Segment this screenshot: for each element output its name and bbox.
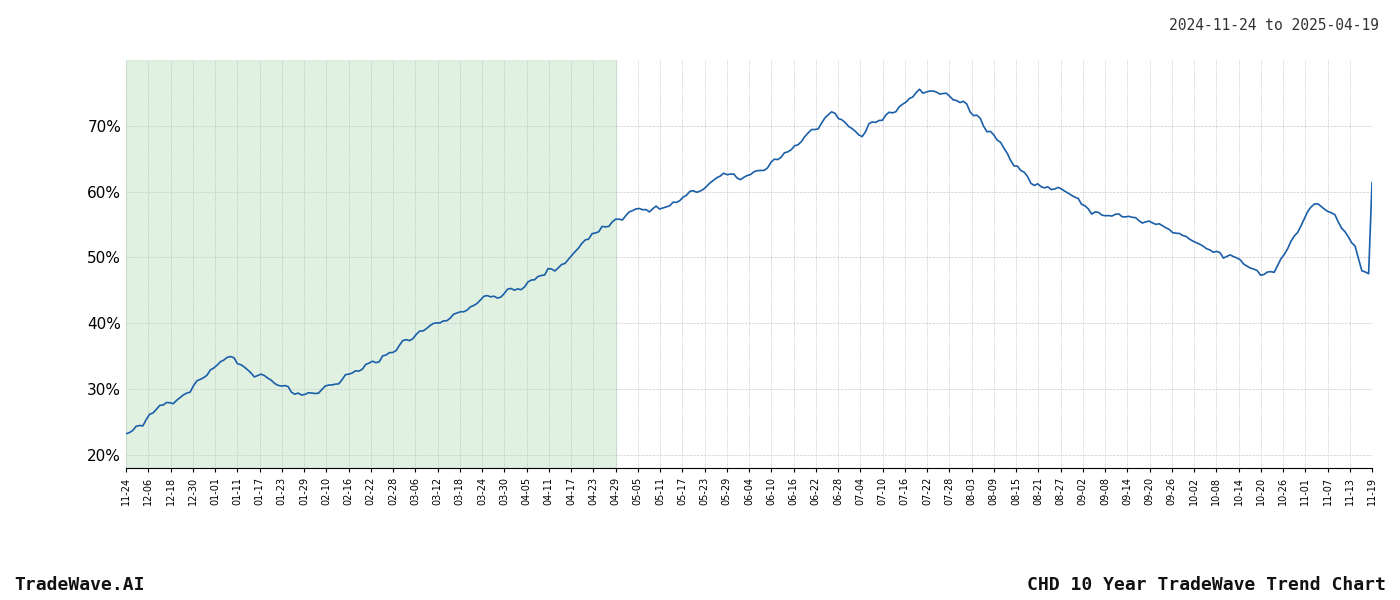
Text: CHD 10 Year TradeWave Trend Chart: CHD 10 Year TradeWave Trend Chart — [1028, 576, 1386, 594]
Bar — [126, 60, 616, 468]
Text: TradeWave.AI: TradeWave.AI — [14, 576, 144, 594]
Text: 2024-11-24 to 2025-04-19: 2024-11-24 to 2025-04-19 — [1169, 18, 1379, 33]
